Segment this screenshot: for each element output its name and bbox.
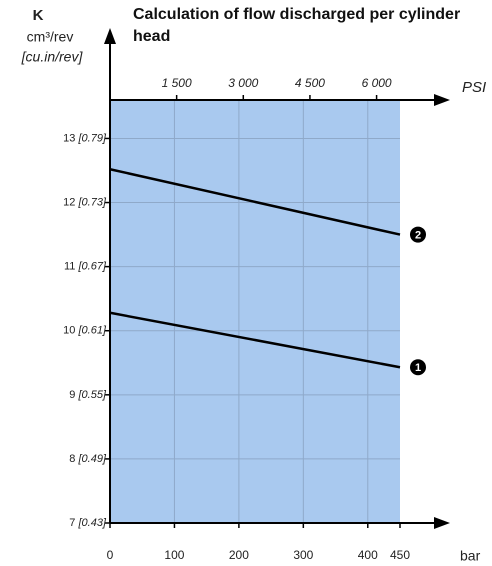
y-tick-label: 12 [0.73] xyxy=(63,196,107,208)
series-line xyxy=(109,311,401,369)
y-axis-arrow xyxy=(104,28,116,44)
y-tick-label: 10 [0.61] xyxy=(63,325,107,337)
y-tick-alt: [0.43] xyxy=(77,517,106,529)
y-tick-number: 12 xyxy=(63,196,78,208)
series-badge xyxy=(410,359,426,376)
x-tick-label: 0 xyxy=(107,548,114,562)
y-tick-number: 10 xyxy=(63,325,78,337)
y-tick-alt: [0.61] xyxy=(77,325,106,337)
plot-area xyxy=(110,100,400,523)
y-tick-alt: [0.67] xyxy=(77,261,106,273)
y-tick-number: 11 xyxy=(64,261,78,273)
x2-tick-label: 6 000 xyxy=(362,76,392,90)
y-tick-alt: [0.73] xyxy=(77,196,106,208)
x-label: bar xyxy=(460,548,481,564)
x-tick-label: 100 xyxy=(164,548,184,562)
y-label: K xyxy=(33,7,44,24)
x-tick-label: 200 xyxy=(229,548,249,562)
series-line xyxy=(109,167,401,236)
x-tick-label: 400 xyxy=(358,548,378,562)
y-tick-label: 8 [0.49] xyxy=(69,453,107,465)
y-unit: cm³/rev xyxy=(27,29,74,45)
x2-axis-arrow xyxy=(434,94,450,106)
x-tick-label: 450 xyxy=(390,548,410,562)
x2-tick-label: 3 000 xyxy=(228,76,258,90)
y-tick-label: 11 [0.67] xyxy=(64,261,107,273)
y-tick-number: 8 xyxy=(69,453,78,465)
y-tick-number: 13 xyxy=(63,132,78,144)
y-tick-alt: [0.55] xyxy=(77,389,106,401)
series-label: 2 xyxy=(415,229,421,241)
y-tick-label: 13 [0.79] xyxy=(63,132,107,144)
x-tick-label: 300 xyxy=(293,548,313,562)
y-tick-label: 9 [0.55] xyxy=(69,389,107,401)
y-tick-label: 7 [0.43] xyxy=(69,517,107,529)
x2-tick-label: 4 500 xyxy=(295,76,325,90)
y-tick-alt: [0.79] xyxy=(77,132,106,144)
x2-label: PSI xyxy=(462,79,486,96)
y-tick-number: 7 xyxy=(69,517,78,529)
y-tick-alt: [0.49] xyxy=(77,453,106,465)
series-badge xyxy=(410,226,426,243)
x-axis-arrow xyxy=(434,517,450,529)
chart-title: Calculation of flow discharged per cylin… xyxy=(133,6,461,45)
y-tick-number: 9 xyxy=(69,389,78,401)
y-unit-alt: [cu.in/rev] xyxy=(21,49,84,65)
series-label: 1 xyxy=(415,362,421,374)
x2-tick-label: 1 500 xyxy=(162,76,192,90)
